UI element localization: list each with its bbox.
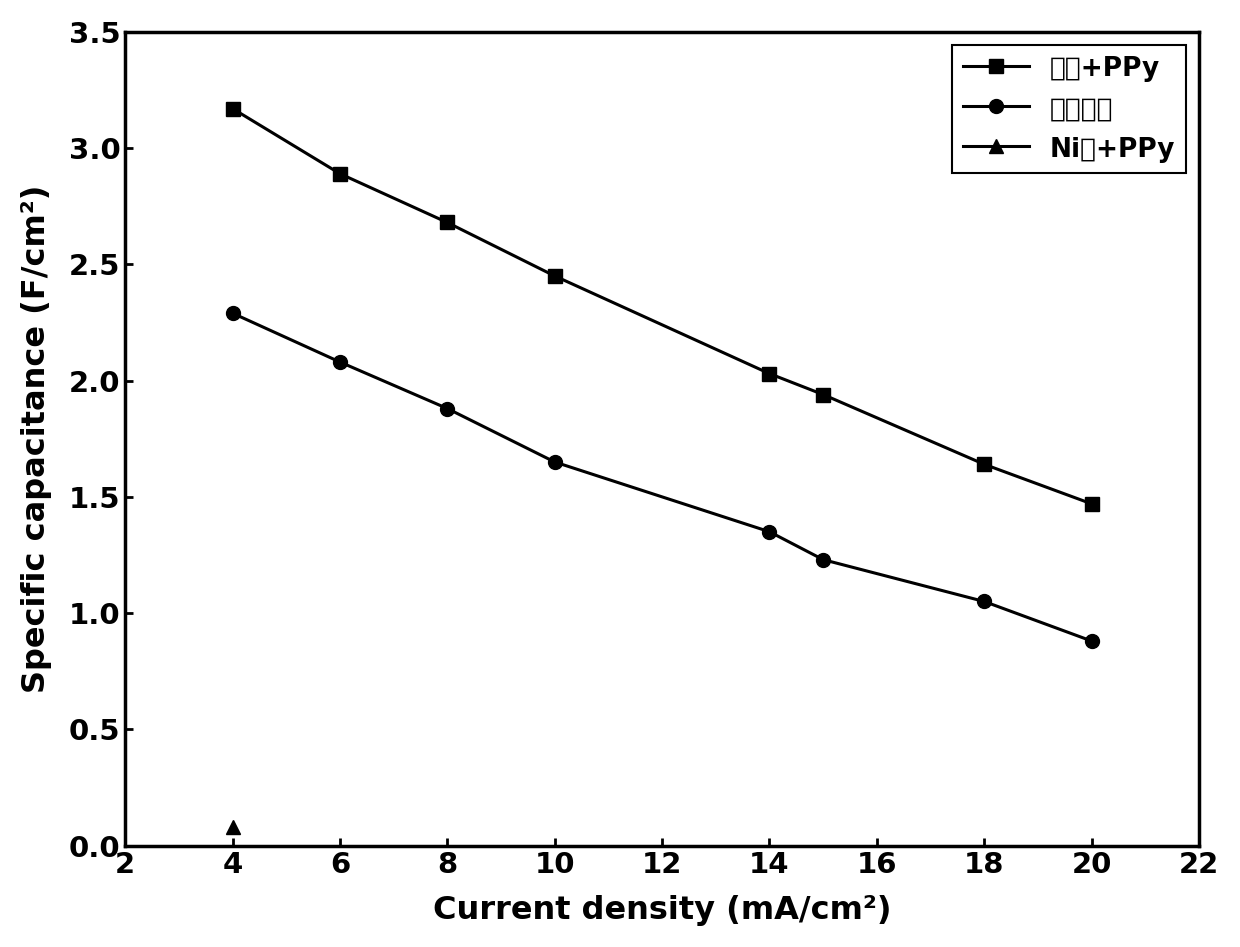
空白碳布	[977, 596, 992, 607]
Y-axis label: Specific capacitance (F/cm²): Specific capacitance (F/cm²)	[21, 185, 52, 693]
空白碳布	[440, 402, 455, 414]
X-axis label: Current density (mA/cm²): Current density (mA/cm²)	[433, 895, 892, 926]
碳布+PPy	[332, 168, 347, 179]
碳布+PPy	[977, 458, 992, 470]
Line: 碳布+PPy: 碳布+PPy	[226, 101, 1099, 510]
碳布+PPy	[226, 103, 241, 115]
空白碳布	[547, 456, 562, 468]
空白碳布	[816, 554, 831, 565]
碳布+PPy	[547, 270, 562, 281]
空白碳布	[226, 308, 241, 319]
Legend: 碳布+PPy, 空白碳布, Ni网+PPy: 碳布+PPy, 空白碳布, Ni网+PPy	[952, 45, 1185, 173]
碳布+PPy	[763, 368, 777, 380]
空白碳布	[1084, 635, 1099, 647]
碳布+PPy	[816, 389, 831, 401]
碳布+PPy	[440, 217, 455, 228]
碳布+PPy	[1084, 498, 1099, 509]
空白碳布	[332, 356, 347, 367]
空白碳布	[763, 527, 777, 538]
Line: 空白碳布: 空白碳布	[226, 306, 1099, 648]
